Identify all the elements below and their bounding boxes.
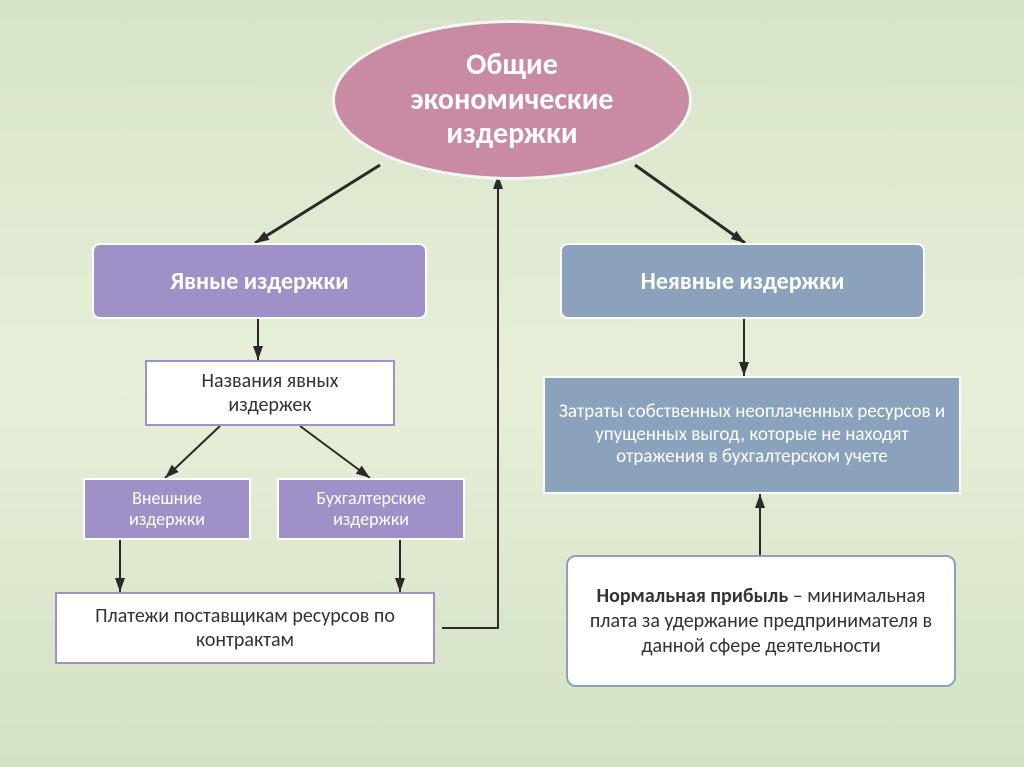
node-accounting-label: Бухгалтерские издержки: [291, 488, 451, 529]
node-explicit_names-label: Названия явных издержек: [159, 369, 381, 417]
node-accounting: Бухгалтерские издержки: [277, 478, 465, 540]
diagram-canvas: Общие экономические издержки Явные издерж…: [0, 0, 1024, 767]
node-payments-label: Платежи поставщикам ресурсов по контракт…: [69, 604, 421, 652]
node-normal_profit: Нормальная прибыль – минимальная плата з…: [566, 555, 956, 687]
node-explicit-label: Явные издержки: [170, 267, 348, 296]
node-root: Общие экономические издержки: [332, 20, 692, 180]
node-explicit: Явные издержки: [92, 243, 427, 319]
node-normal_profit-label: Нормальная прибыль – минимальная плата з…: [586, 584, 936, 659]
node-implicit-label: Неявные издержки: [641, 267, 845, 296]
node-payments: Платежи поставщикам ресурсов по контракт…: [55, 592, 435, 664]
node-external-label: Внешние издержки: [97, 488, 237, 529]
node-root-label: Общие экономические издержки: [365, 48, 659, 152]
node-explicit_names: Названия явных издержек: [145, 360, 395, 426]
node-implicit: Неявные издержки: [560, 243, 925, 319]
node-implicit_desc-label: Затраты собственных неоплаченных ресурсо…: [555, 401, 949, 468]
node-external: Внешние издержки: [83, 478, 251, 540]
node-implicit_desc: Затраты собственных неоплаченных ресурсо…: [543, 376, 961, 494]
